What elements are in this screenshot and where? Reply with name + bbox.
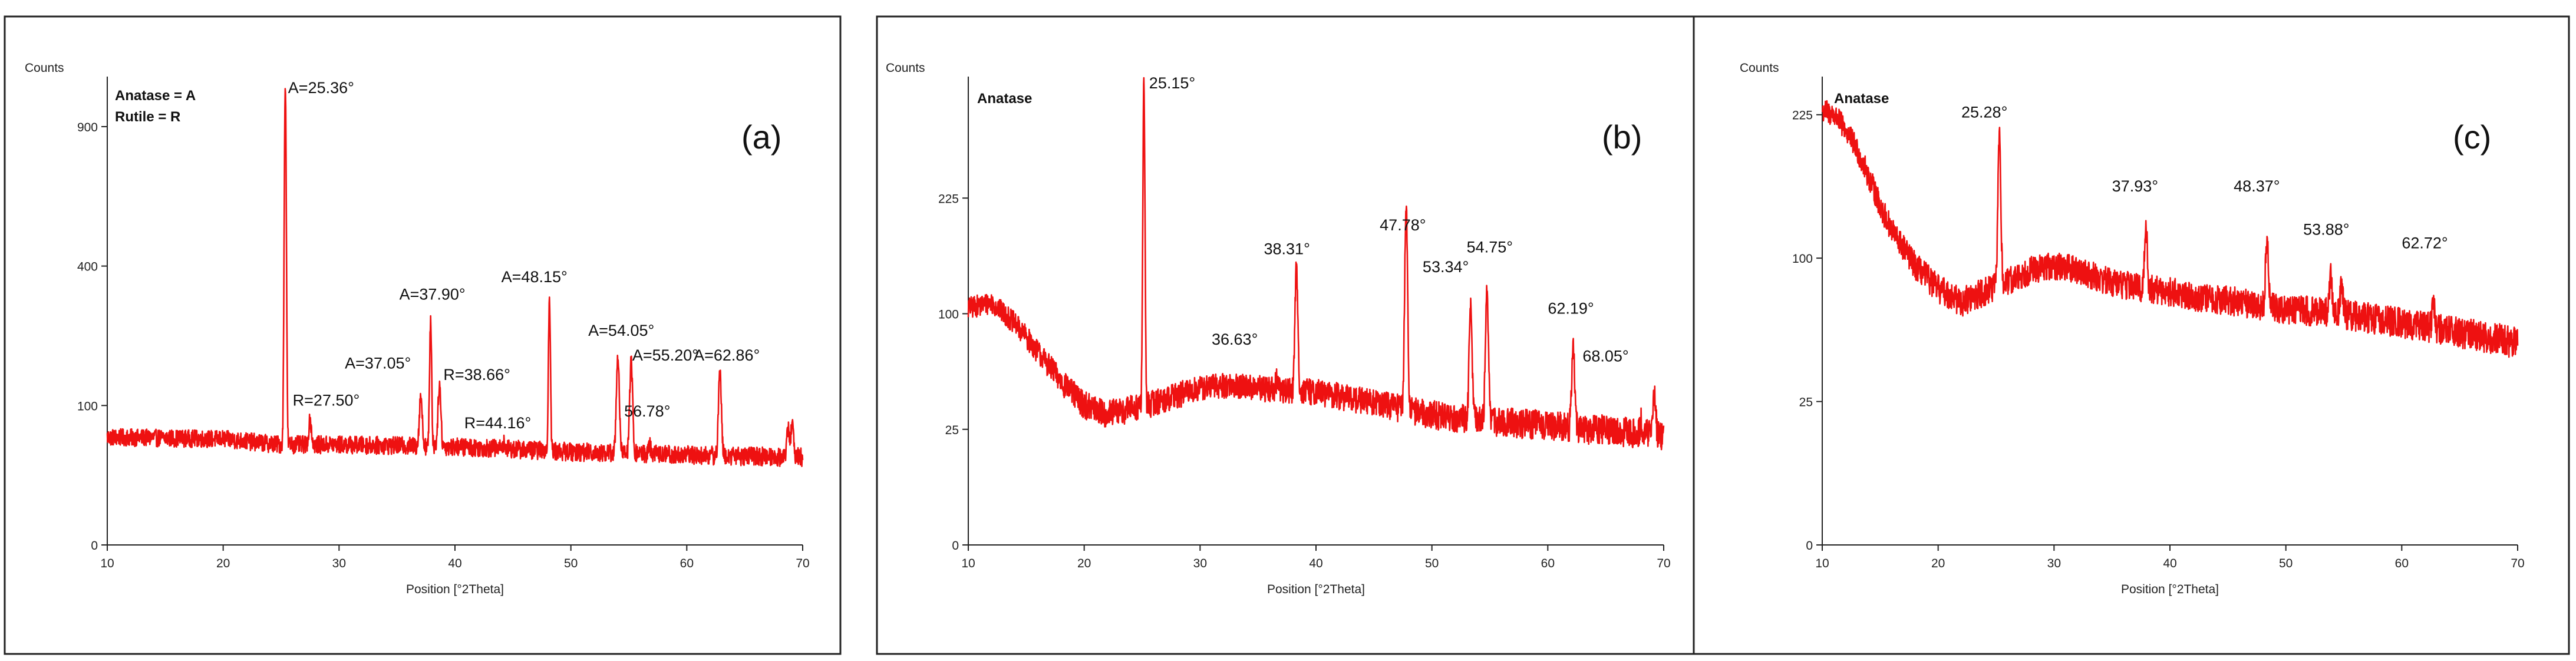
x-tick-label: 60	[2395, 557, 2409, 570]
panel-c: Counts 0 25 100 225 10 20 30 40 50 60 70 Position [°…	[1693, 15, 2570, 655]
peak-label: 25.15°	[1149, 74, 1195, 92]
peak-label: A=62.86°	[694, 346, 760, 364]
y-tick-label: 100	[1792, 252, 1813, 266]
peak-label: 53.34°	[1423, 258, 1469, 276]
y-tick-label: 100	[77, 399, 98, 413]
x-tick-label: 60	[680, 557, 694, 570]
peak-label: 37.93°	[2112, 177, 2158, 195]
legend-entry: Anatase	[977, 91, 1032, 107]
x-axis-title: Position [°2Theta]	[406, 583, 504, 596]
x-tick-label: 50	[2279, 557, 2293, 570]
panel-border	[876, 15, 1708, 655]
x-tick-label: 50	[564, 557, 578, 570]
x-tick-label: 10	[961, 557, 975, 570]
peak-label: 56.78°	[624, 402, 670, 420]
panel-border	[4, 15, 842, 655]
peak-label: 53.88°	[2303, 220, 2349, 238]
y-axis-title: Counts	[886, 61, 925, 75]
xrd-trace	[106, 88, 804, 467]
x-tick-label: 70	[2511, 557, 2524, 570]
peak-label: 54.75°	[1467, 239, 1513, 256]
peak-label: R=38.66°	[443, 366, 510, 384]
y-tick-label: 900	[77, 121, 98, 134]
peak-label: A=54.05°	[588, 322, 654, 339]
y-tick-label: 400	[77, 260, 98, 274]
panel-label: (a)	[741, 118, 781, 156]
y-tick-label: 0	[91, 539, 98, 553]
x-tick-label: 40	[1309, 557, 1322, 570]
x-tick-label: 10	[100, 557, 114, 570]
peak-label: 68.05°	[1582, 347, 1628, 365]
xrd-trace	[967, 77, 1665, 451]
y-axis-title: Counts	[1740, 61, 1779, 75]
x-axis-title: Position [°2Theta]	[1267, 583, 1365, 596]
x-tick-label: 20	[216, 557, 230, 570]
peak-label: 47.78°	[1380, 216, 1426, 234]
y-tick-label: 25	[945, 424, 959, 437]
y-tick-label: 25	[1799, 396, 1813, 409]
peak-label: A=55.20°	[632, 346, 698, 364]
y-axis-title: Counts	[25, 61, 64, 75]
x-tick-label: 20	[1931, 557, 1945, 570]
x-tick-label: 70	[796, 557, 809, 570]
y-tick-label: 100	[938, 308, 959, 322]
peak-label: 62.19°	[1548, 300, 1594, 318]
x-axis-title: Position [°2Theta]	[2121, 583, 2219, 596]
x-tick-label: 10	[1815, 557, 1829, 570]
peak-label: 25.28°	[1961, 104, 2007, 121]
x-tick-label: 50	[1425, 557, 1439, 570]
legend-entry: Anatase	[1834, 91, 1889, 107]
peak-label: A=48.15°	[502, 268, 568, 286]
x-tick-label: 60	[1541, 557, 1555, 570]
peak-label: 62.72°	[2402, 234, 2448, 252]
panel-b: Counts 0 25 100 225 10 20 30 40 50 60 70 Position [°…	[876, 15, 1708, 655]
y-tick-label: 225	[938, 192, 959, 206]
peak-label: 48.37°	[2234, 177, 2280, 195]
x-tick-label: 30	[2047, 557, 2061, 570]
peak-label: 38.31°	[1264, 240, 1310, 258]
x-tick-label: 30	[332, 557, 346, 570]
panel-label: (c)	[2453, 118, 2491, 156]
peak-label: 36.63°	[1212, 330, 1258, 348]
x-tick-label: 30	[1193, 557, 1207, 570]
legend-entry: Rutile = R	[115, 109, 180, 125]
y-tick-label: 225	[1792, 109, 1813, 123]
x-tick-label: 70	[1657, 557, 1670, 570]
peak-label: A=37.05°	[345, 355, 411, 372]
xrd-trace	[1821, 100, 2519, 358]
peak-label: A=25.36°	[288, 79, 354, 97]
y-tick-label: 0	[952, 539, 959, 553]
legend-entry: Anatase = A	[115, 88, 196, 104]
peak-label: R=27.50°	[293, 391, 360, 409]
panel-a: Counts 0 100 400 900 10 20 30 40 50 60 70 Position […	[4, 15, 842, 655]
x-tick-label: 20	[1077, 557, 1091, 570]
x-tick-label: 40	[448, 557, 461, 570]
x-tick-label: 40	[2163, 557, 2176, 570]
peak-label: A=37.90°	[400, 285, 466, 303]
panel-label: (b)	[1602, 118, 1642, 156]
y-tick-label: 0	[1806, 539, 1813, 553]
peak-label: R=44.16°	[464, 414, 532, 432]
